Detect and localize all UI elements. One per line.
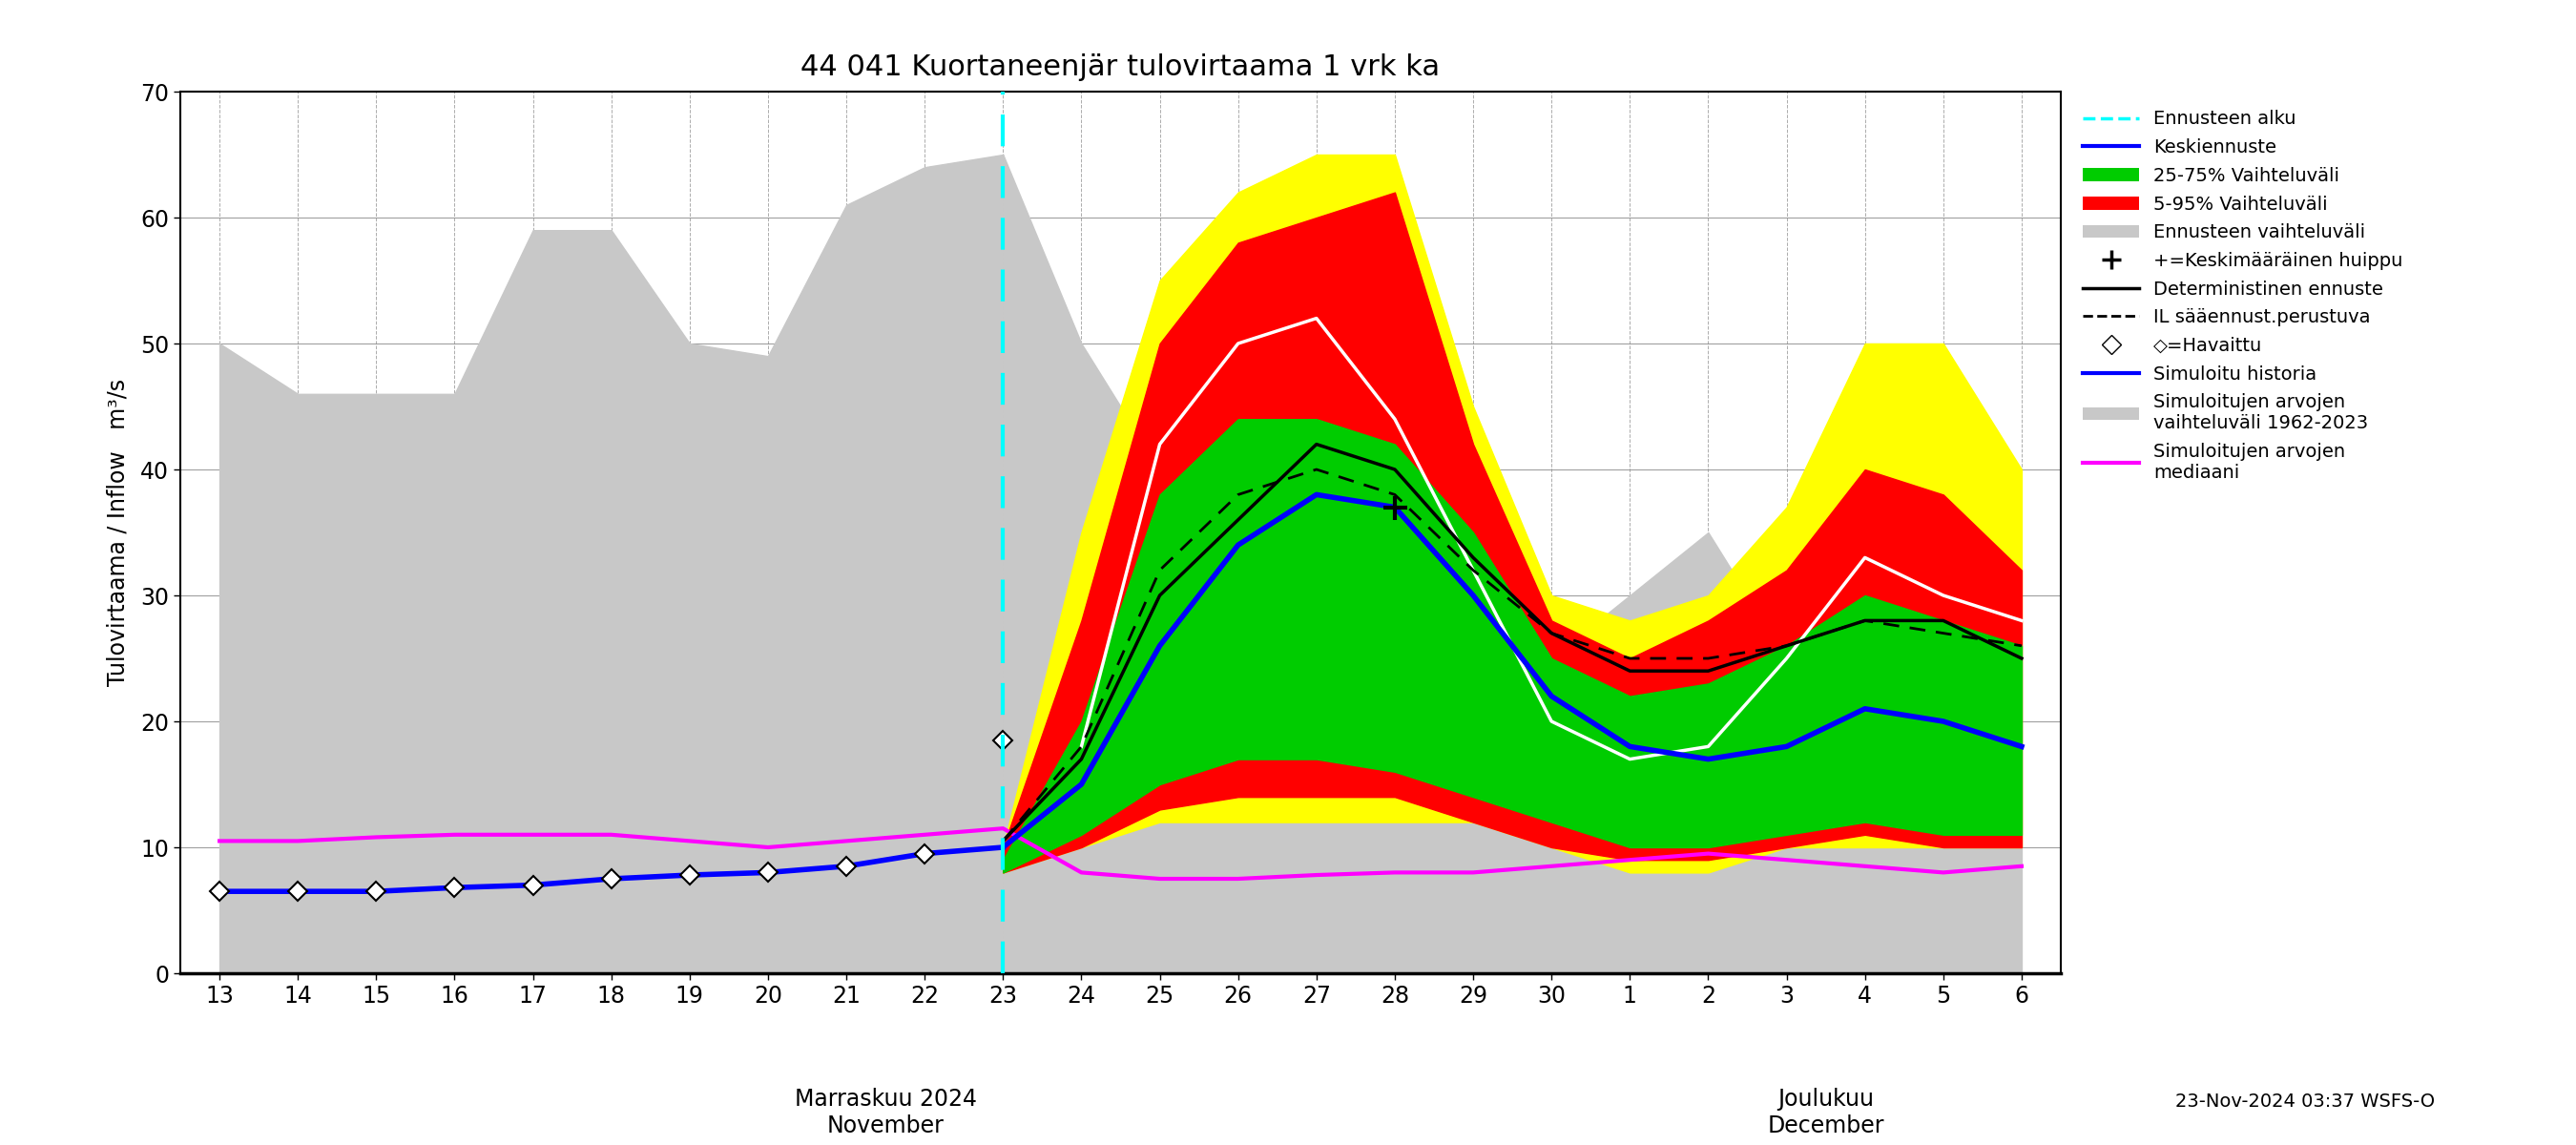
Y-axis label: Tulovirtaama / Inflow   m³/s: Tulovirtaama / Inflow m³/s xyxy=(106,379,129,686)
Text: 23-Nov-2024 03:37 WSFS-O: 23-Nov-2024 03:37 WSFS-O xyxy=(2177,1092,2434,1111)
Text: Marraskuu 2024
November: Marraskuu 2024 November xyxy=(793,1088,976,1137)
Legend: Ennusteen alku, Keskiennuste, 25-75% Vaihteluväli, 5-95% Vaihteluväli, Ennusteen: Ennusteen alku, Keskiennuste, 25-75% Vai… xyxy=(2074,101,2411,491)
Text: Joulukuu
December: Joulukuu December xyxy=(1767,1088,1883,1137)
Title: 44 041 Kuortaneenjär tulovirtaama 1 vrk ka: 44 041 Kuortaneenjär tulovirtaama 1 vrk … xyxy=(801,54,1440,81)
